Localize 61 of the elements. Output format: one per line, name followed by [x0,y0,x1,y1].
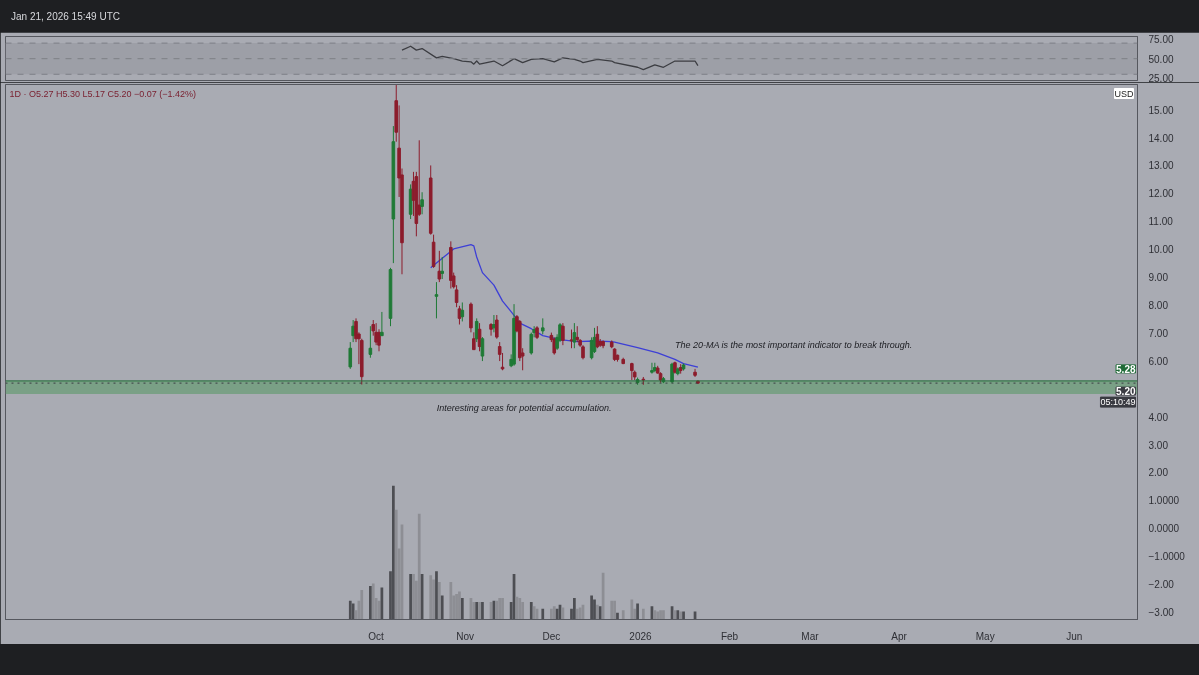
chart-title: 1D · O5.27 H5.30 L5.17 C5.20 −0.07 (−1.42%) [9,88,197,99]
y-tick-label: 9.00 [1148,272,1169,284]
y-tick-label: 2.00 [1148,467,1169,479]
x-tick-label: Apr [891,630,908,642]
candlestick [460,301,465,322]
text: Jan 21, 2026 15:49 UTC [11,10,120,24]
candlestick [348,341,353,370]
y-tick-label: 3.00 [1148,439,1169,451]
x-tick-label: Oct [368,630,385,642]
y-tick-label: −1.0000 [1148,551,1186,563]
y-tick-label: 7.00 [1148,327,1169,339]
bar [653,610,657,620]
y-tick-label: 1.0000 [1148,495,1180,507]
candlestick [693,368,697,378]
bar [417,513,421,620]
bar [432,579,435,620]
y-tick-label: 50.00 [1148,53,1174,65]
candlestick [437,250,442,283]
candlestick [420,191,424,215]
candlestick [434,281,439,319]
y-tick-label: 14.00 [1148,132,1174,144]
candlestick [561,322,565,346]
y-tick-label: 6.00 [1148,355,1169,367]
line-series [401,45,699,71]
y-tick-label: 12.00 [1148,188,1174,200]
y-tick-label: 13.00 [1148,160,1174,172]
y-tick-label: −3.00 [1148,606,1175,618]
annotation: The 20-MA is the most important indicator to break through. [674,340,913,351]
candlestick [492,314,496,333]
y-tick-label: 8.00 [1148,299,1169,311]
bar [437,582,441,620]
x-tick-label: Feb [720,630,739,642]
bar [458,591,461,620]
y-tick-label: −2.00 [1148,579,1175,591]
y-tick-label: 0.0000 [1148,523,1180,535]
candlestick [474,317,479,343]
candlestick [489,322,493,337]
candlestick [469,301,473,333]
x-tick-label: Jun [1066,630,1083,642]
annotation: Interesting areas for potential accumulation. [436,403,612,413]
y-tick-label: 11.00 [1148,216,1174,228]
ref-line-label: 5.28 [1116,363,1136,375]
candlestick [495,314,499,340]
y-tick-label: 10.00 [1148,244,1174,256]
x-tick-label: Nov [456,630,475,642]
candlestick [440,256,444,280]
y-tick-label: 15.00 [1148,104,1174,116]
x-tick-label: Dec [542,630,561,642]
bar [613,600,616,620]
candlestick [368,325,373,359]
x-tick-label: May [975,630,995,642]
y-tick-label: 25.00 [1148,73,1174,85]
x-tick-label: Mar [801,630,820,642]
candlestick [380,311,384,337]
y-tick-label: 75.00 [1148,34,1174,46]
candlestick [480,336,485,362]
x-tick-label: 2026 [629,630,653,642]
ref-line-label: 5.20 05:10:49 [1100,386,1136,408]
y-tick-label: 4.00 [1148,411,1169,423]
annotation: USD [1114,88,1134,99]
bar [394,509,398,620]
